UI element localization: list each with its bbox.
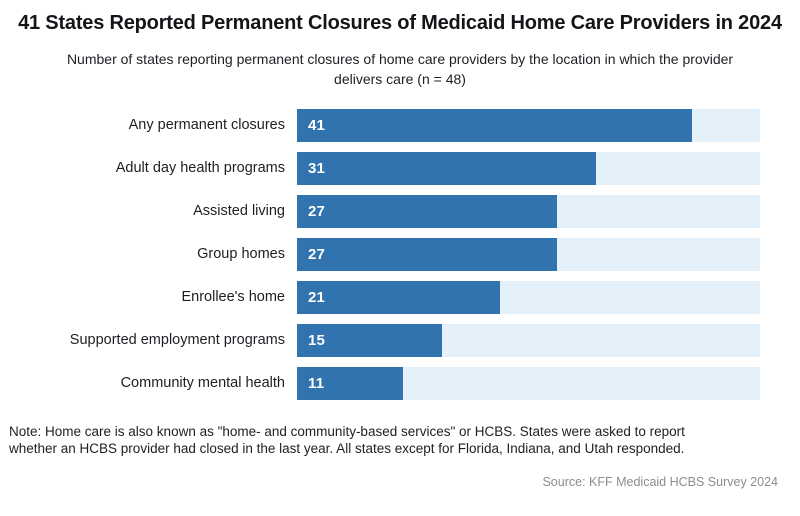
value-label: 15 <box>308 332 326 349</box>
bar-row: Supported employment programs 15 <box>0 324 800 357</box>
bar-row: Enrollee's home 21 <box>0 281 800 314</box>
bar-track: 27 <box>297 195 760 228</box>
bar: 41 <box>297 109 693 142</box>
category-label: Adult day health programs <box>115 160 285 176</box>
bar-row: Group homes 27 <box>0 238 800 271</box>
category-label: Enrollee's home <box>181 289 285 305</box>
bar-track: 15 <box>297 324 760 357</box>
category-label: Group homes <box>197 246 285 262</box>
category-label: Supported employment programs <box>69 332 285 348</box>
category-label: Community mental health <box>120 375 285 391</box>
category-label: Assisted living <box>193 203 285 219</box>
category-label: Any permanent closures <box>128 117 285 133</box>
value-label: 31 <box>308 160 326 177</box>
value-label: 27 <box>308 246 326 263</box>
bar: 27 <box>297 195 558 228</box>
value-label: 21 <box>308 289 326 306</box>
bar: 27 <box>297 238 558 271</box>
bar-track: 27 <box>297 238 760 271</box>
bar-row: Assisted living 27 <box>0 195 800 228</box>
bar-track: 21 <box>297 281 760 314</box>
bar-track: 41 <box>297 109 760 142</box>
bar: 31 <box>297 152 597 185</box>
note-text: Note: Home care is also known as "home- … <box>9 424 685 456</box>
bar: 21 <box>297 281 500 314</box>
value-label: 11 <box>308 375 325 392</box>
bar-track: 31 <box>297 152 760 185</box>
bar-row: Any permanent closures 41 <box>0 109 800 142</box>
bar: 15 <box>297 324 442 357</box>
bar-row: Community mental health 11 <box>0 367 800 400</box>
chart-subtitle: Number of states reporting permanent clo… <box>66 51 734 87</box>
bar: 11 <box>297 367 404 400</box>
chart-title: 41 States Reported Permanent Closures of… <box>18 12 782 34</box>
bar-chart: Any permanent closures 41 Adult day health… <box>0 109 800 400</box>
value-label: 27 <box>308 203 326 220</box>
bar-row: Adult day health programs 31 <box>0 152 800 185</box>
bar-track: 11 <box>297 367 760 400</box>
source-text: Source: KFF Medicaid HCBS Survey 2024 <box>542 475 778 489</box>
value-label: 41 <box>308 117 326 134</box>
